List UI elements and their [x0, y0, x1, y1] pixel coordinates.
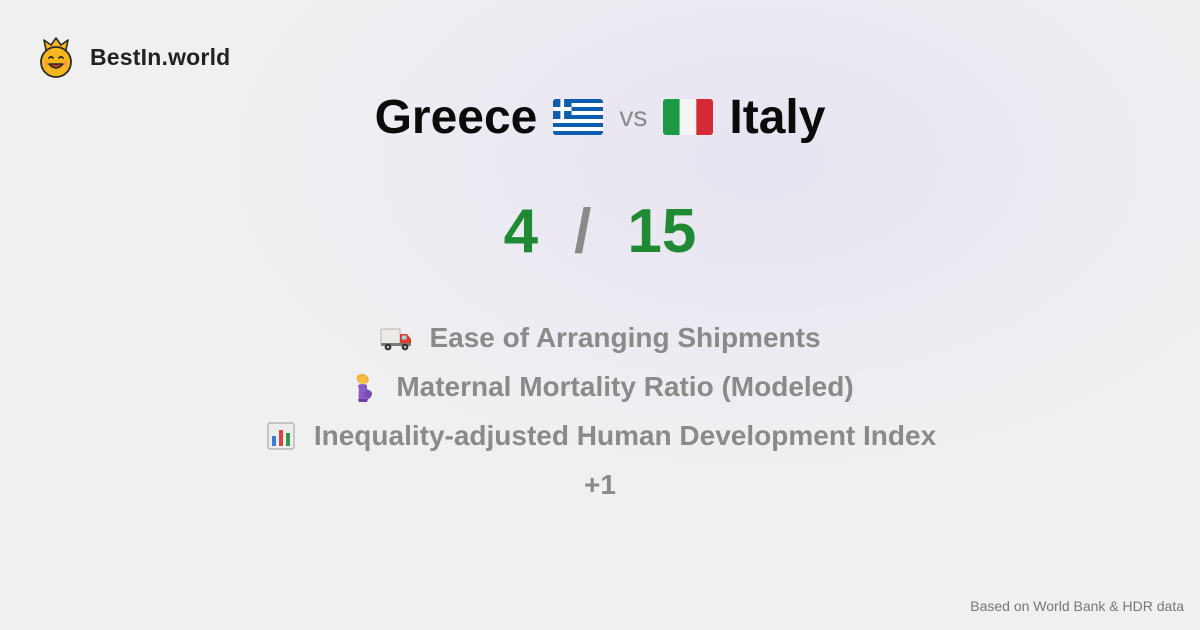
metric-item[interactable]: Inequality-adjusted Human Development In…: [264, 411, 936, 460]
brand[interactable]: BestIn.world: [38, 36, 230, 78]
metric-label: Maternal Mortality Ratio (Modeled): [396, 370, 854, 402]
left-country-name[interactable]: Greece: [374, 90, 538, 144]
score: 4 / 15: [0, 196, 1200, 267]
brand-name: BestIn.world: [90, 43, 231, 70]
crowned-smiley-icon: [40, 37, 72, 78]
italy-flag-icon: [663, 99, 714, 135]
comparison-title: Greece vs Italy: [0, 88, 1200, 146]
data-source-note: Based on World Bank & HDR data: [970, 598, 1184, 614]
greece-flag-icon: [553, 99, 604, 135]
metric-item[interactable]: Ease of Arranging Shipments: [379, 313, 821, 362]
metric-label: Ease of Arranging Shipments: [429, 321, 821, 353]
delivery-truck-icon: [380, 328, 412, 350]
more-metrics-count[interactable]: +1: [584, 468, 616, 500]
right-country-name[interactable]: Italy: [729, 90, 826, 144]
bar-chart-icon: [267, 422, 295, 449]
vs-label: vs: [619, 101, 648, 132]
metric-label: Inequality-adjusted Human Development In…: [313, 419, 937, 451]
pregnant-woman-icon: [357, 373, 373, 402]
metrics-list: Ease of Arranging Shipments Maternal Mor…: [0, 313, 1200, 509]
metric-item[interactable]: Maternal Mortality Ratio (Modeled): [346, 362, 854, 411]
right-score: 15: [627, 197, 697, 266]
left-score: 4: [503, 197, 539, 266]
score-separator: /: [574, 197, 592, 266]
